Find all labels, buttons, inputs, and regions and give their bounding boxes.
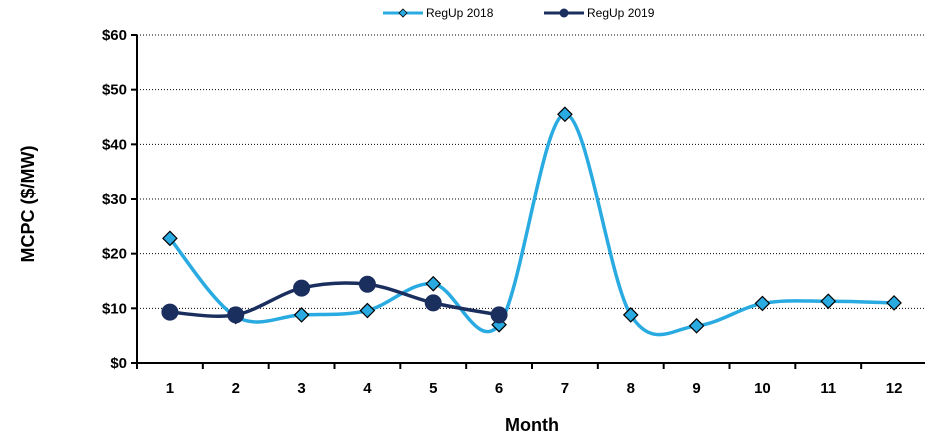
x-tick-label: 4 xyxy=(363,380,372,397)
y-tick-label: $10 xyxy=(102,300,127,317)
data-point xyxy=(293,279,311,297)
x-tick-label: 10 xyxy=(754,380,771,397)
series-line xyxy=(169,281,500,318)
data-point xyxy=(425,275,442,292)
data-point xyxy=(754,295,771,312)
data-point xyxy=(622,307,639,323)
x-tick-label: 5 xyxy=(429,380,437,397)
legend-label: RegUp 2019 xyxy=(587,6,655,20)
x-tick-label: 8 xyxy=(627,380,635,397)
legend-label: RegUp 2018 xyxy=(426,6,494,20)
legend: RegUp 2018 RegUp 2019 xyxy=(383,6,655,20)
data-point xyxy=(227,306,245,324)
axes: $0$10$20$30$40$50$601 2 3 4 5 6 7 8 9 10 11 12 xyxy=(102,27,925,397)
x-tick-label: 2 xyxy=(232,380,240,397)
data-point xyxy=(358,275,376,293)
legend-item: RegUp 2018 xyxy=(383,6,494,20)
legend-marker xyxy=(398,8,408,18)
data-point xyxy=(820,293,837,310)
y-tick-label: $0 xyxy=(110,355,127,372)
x-tick-label: 12 xyxy=(886,380,903,397)
x-axis-title: Month xyxy=(505,415,559,435)
x-tick-label: 6 xyxy=(495,380,503,397)
x-tick-label: 11 xyxy=(820,380,836,397)
legend-marker xyxy=(559,8,569,18)
data-point xyxy=(162,230,178,247)
y-axis-title: MCPC ($/MW) xyxy=(18,146,38,263)
series-group xyxy=(161,106,902,337)
data-point xyxy=(688,317,705,334)
y-tick-label: $20 xyxy=(102,246,127,263)
gridlines xyxy=(137,34,925,309)
x-tick-label: 7 xyxy=(561,380,569,397)
data-point xyxy=(293,307,310,323)
legend-item: RegUp 2019 xyxy=(544,6,655,20)
series-2 xyxy=(161,275,508,324)
x-tick-label: 1 xyxy=(166,380,174,397)
x-tick-label: 3 xyxy=(297,380,305,397)
data-point xyxy=(424,294,442,312)
data-point xyxy=(557,106,573,123)
y-tick-label: $50 xyxy=(102,82,127,99)
y-tick-label: $40 xyxy=(102,136,127,153)
x-tick-label: 9 xyxy=(692,380,700,397)
data-point xyxy=(161,303,179,321)
y-tick-label: $60 xyxy=(102,27,127,44)
data-point xyxy=(886,295,902,311)
data-point xyxy=(359,302,376,319)
data-point xyxy=(490,306,508,324)
y-tick-label: $30 xyxy=(102,191,127,208)
series-line xyxy=(168,112,895,337)
